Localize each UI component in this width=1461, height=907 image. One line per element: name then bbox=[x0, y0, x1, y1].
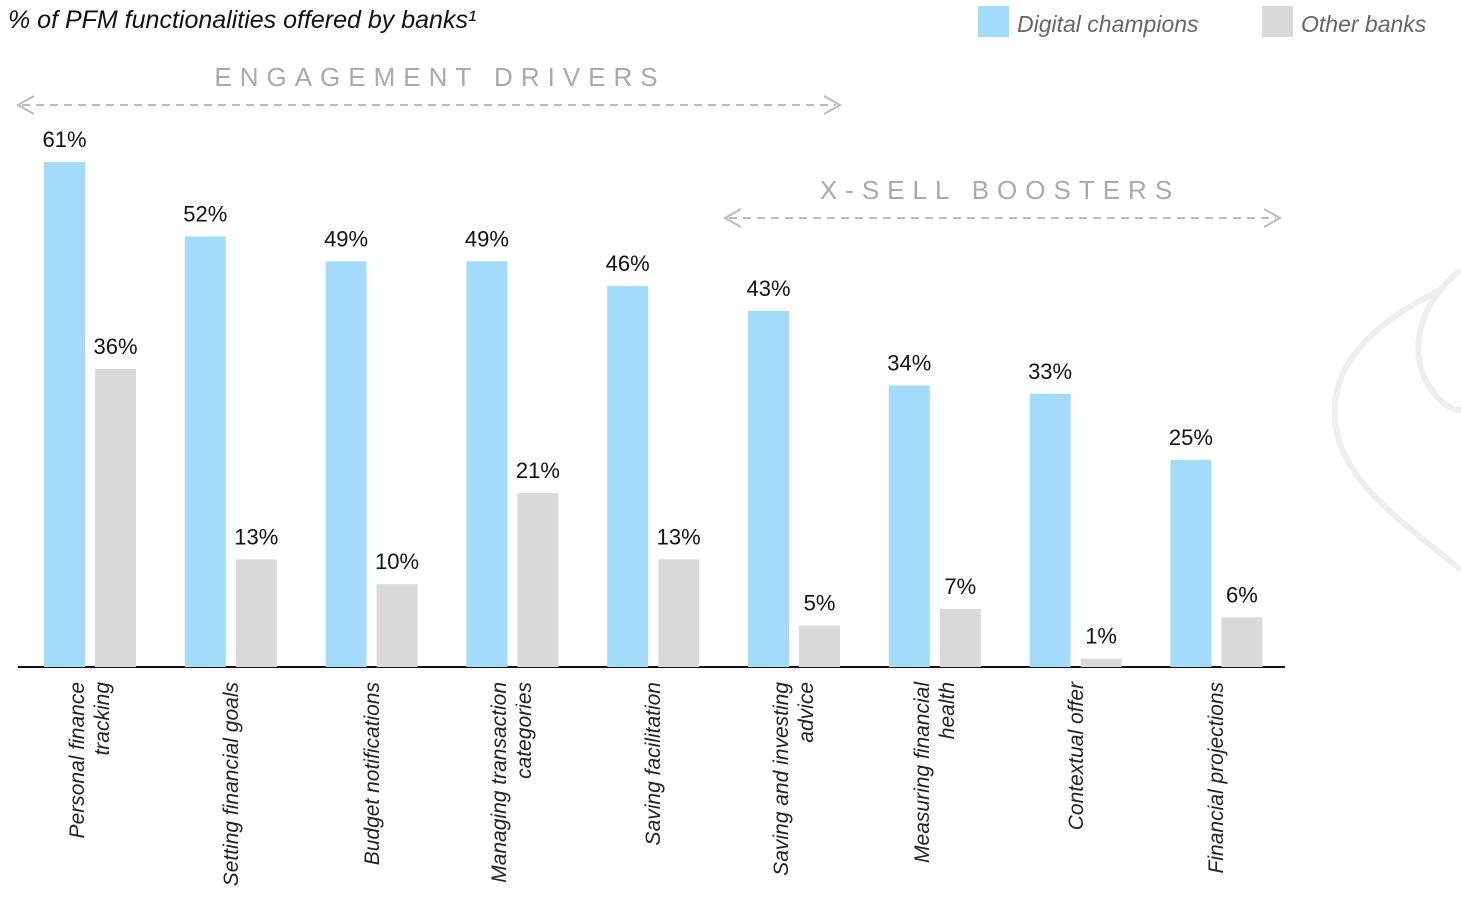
value-label: 34% bbox=[887, 350, 931, 375]
value-label: 10% bbox=[375, 549, 419, 574]
x-tick-label: Contextual offer bbox=[1064, 682, 1088, 831]
legend-label: Digital champions bbox=[1017, 11, 1199, 37]
bar bbox=[235, 559, 277, 667]
bar bbox=[1170, 460, 1212, 667]
legend-swatch bbox=[978, 6, 1009, 37]
bar bbox=[466, 261, 508, 667]
value-label: 13% bbox=[657, 524, 701, 549]
value-label: 21% bbox=[516, 458, 560, 483]
x-tick-label: Financial projections bbox=[1204, 682, 1228, 874]
bar bbox=[325, 261, 367, 667]
x-tick-label: Saving and investing advice bbox=[770, 682, 818, 876]
bar bbox=[1221, 617, 1263, 667]
bar bbox=[1080, 658, 1122, 667]
bar bbox=[799, 625, 840, 667]
bar bbox=[517, 493, 559, 667]
value-label: 25% bbox=[1169, 425, 1213, 450]
value-label: 7% bbox=[944, 574, 976, 599]
bar bbox=[607, 286, 649, 667]
decoration bbox=[1415, 267, 1461, 413]
value-label: 49% bbox=[324, 226, 368, 251]
legend-label: Other banks bbox=[1301, 11, 1427, 37]
bar bbox=[1029, 393, 1071, 667]
decoration bbox=[1331, 287, 1461, 573]
x-tick-label: Budget notifications bbox=[360, 682, 384, 866]
bar bbox=[95, 368, 136, 667]
value-label: 61% bbox=[42, 127, 86, 152]
bar bbox=[376, 584, 418, 667]
arrow-head bbox=[15, 95, 843, 115]
value-label: 5% bbox=[804, 591, 836, 616]
bar bbox=[44, 161, 85, 668]
bar bbox=[658, 559, 700, 667]
annotation: ENGAGEMENT DRIVERS bbox=[214, 62, 665, 92]
bar bbox=[888, 385, 930, 667]
x-tick-label: Managing transaction categories bbox=[488, 682, 537, 883]
annotation: X-SELL BOOSTERS bbox=[820, 175, 1180, 205]
value-label: 13% bbox=[234, 524, 278, 549]
bar bbox=[748, 310, 789, 667]
value-label: 36% bbox=[93, 334, 137, 359]
legend-swatch bbox=[1262, 6, 1293, 37]
value-label: 6% bbox=[1226, 582, 1258, 607]
x-tick-label: Personal finance tracking bbox=[66, 682, 114, 839]
value-label: 46% bbox=[606, 251, 650, 276]
bar bbox=[184, 236, 226, 667]
arrow-head bbox=[722, 208, 1283, 228]
x-tick-label: Setting financial goals bbox=[219, 682, 243, 887]
value-label: 33% bbox=[1028, 359, 1072, 384]
x-tick-label: Measuring financial health bbox=[910, 682, 959, 863]
x-tick-label: Saving facilitation bbox=[641, 682, 665, 846]
chart-title: % of PFM functionalities offered by bank… bbox=[8, 6, 476, 34]
value-label: 1% bbox=[1085, 624, 1117, 649]
value-label: 43% bbox=[746, 276, 790, 301]
value-label: 49% bbox=[465, 226, 509, 251]
bar bbox=[939, 609, 981, 667]
value-label: 52% bbox=[183, 201, 227, 226]
